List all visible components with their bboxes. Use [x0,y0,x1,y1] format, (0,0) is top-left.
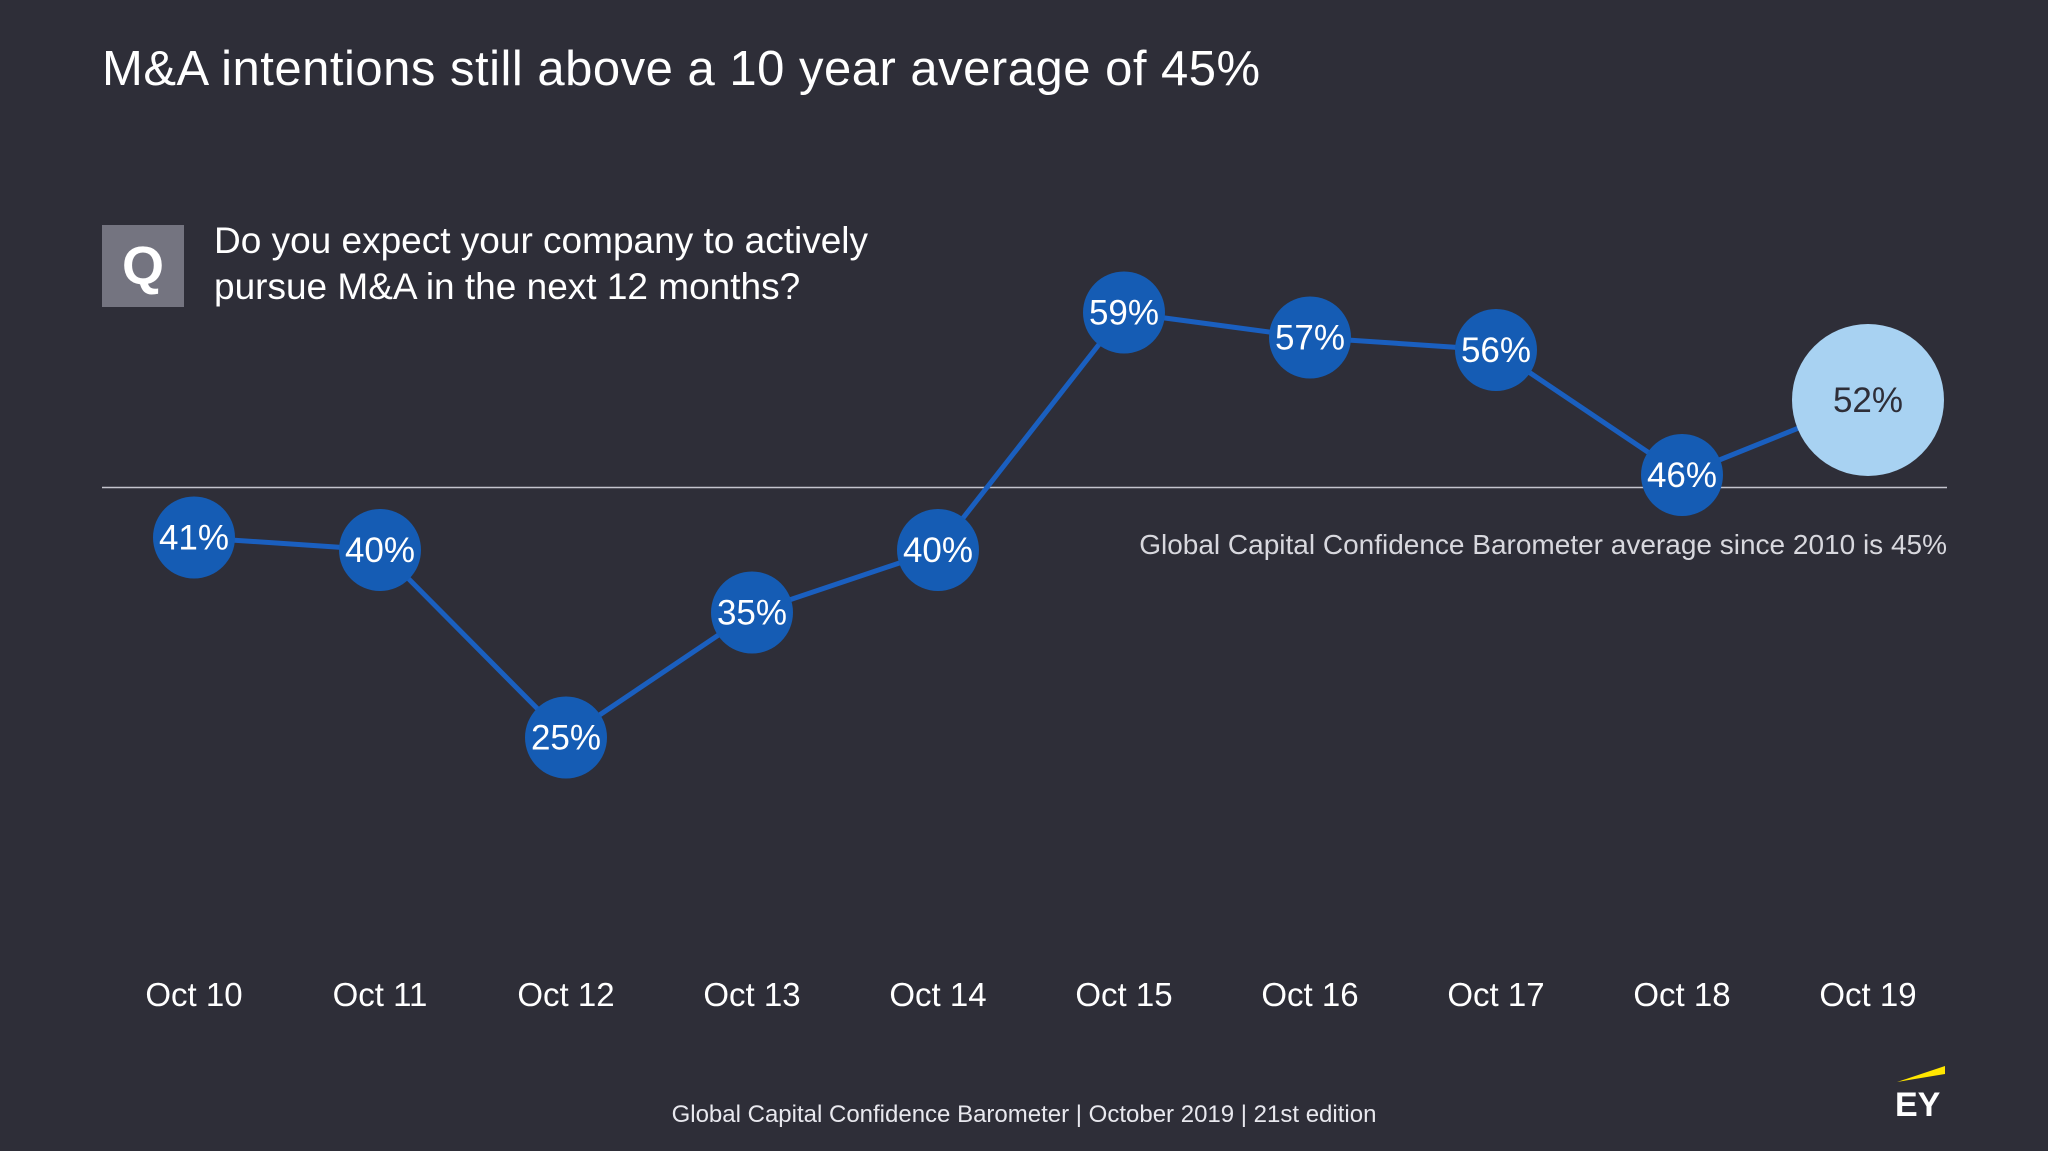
x-tick-label: Oct 10 [145,976,242,1013]
data-point-oct-10 [153,496,235,579]
x-tick-label: Oct 19 [1819,976,1916,1013]
ey-logo: EY [1895,1066,1945,1122]
question-badge: Q [102,225,184,307]
data-point-oct-19 [1792,324,1944,476]
data-label: 40% [903,531,973,570]
ey-logo-accent [1897,1066,1945,1082]
average-note: Global Capital Confidence Barometer aver… [1139,529,1947,560]
question-text: Do you expect your company to actively p… [214,220,868,307]
data-point-oct-18 [1641,434,1723,516]
x-tick-label: Oct 15 [1075,976,1172,1013]
ey-logo-text: EY [1895,1086,1941,1122]
data-point-oct-13 [711,571,793,654]
data-point-oct-17 [1455,309,1537,391]
data-label: 57% [1275,319,1345,358]
x-axis-tick-labels: Oct 10 Oct 11 Oct 12 Oct 13 Oct 14 Oct 15 Oct … [145,976,1916,1013]
data-label: 40% [345,531,415,570]
x-tick-label: Oct 18 [1633,976,1730,1013]
data-label: 41% [159,519,229,558]
data-point-oct-12 [525,696,607,779]
data-label: 25% [531,719,601,758]
footer-source: Global Capital Confidence Barometer | Oc… [671,1101,1377,1128]
data-label: 46% [1647,456,1717,495]
x-tick-label: Oct 11 [333,976,428,1013]
data-point-oct-11 [339,509,421,591]
x-tick-label: Oct 17 [1447,976,1544,1013]
data-point-oct-14 [897,509,979,591]
data-label: 35% [717,594,787,633]
data-label: 52% [1833,381,1903,420]
x-tick-label: Oct 14 [889,976,986,1013]
x-tick-label: Oct 12 [517,976,614,1013]
data-point-oct-16 [1269,296,1351,379]
data-markers: 41% 40% 25% 35% 40% 59% 57% 56% 46% 52% [153,271,1944,779]
data-point-oct-15 [1083,271,1165,354]
x-tick-label: Oct 16 [1261,976,1358,1013]
data-label: 59% [1089,294,1159,333]
x-tick-label: Oct 13 [703,976,800,1013]
data-label: 56% [1461,331,1531,370]
chart-title: M&A intentions still above a 10 year ave… [102,42,1261,96]
series-line [193,310,1869,740]
